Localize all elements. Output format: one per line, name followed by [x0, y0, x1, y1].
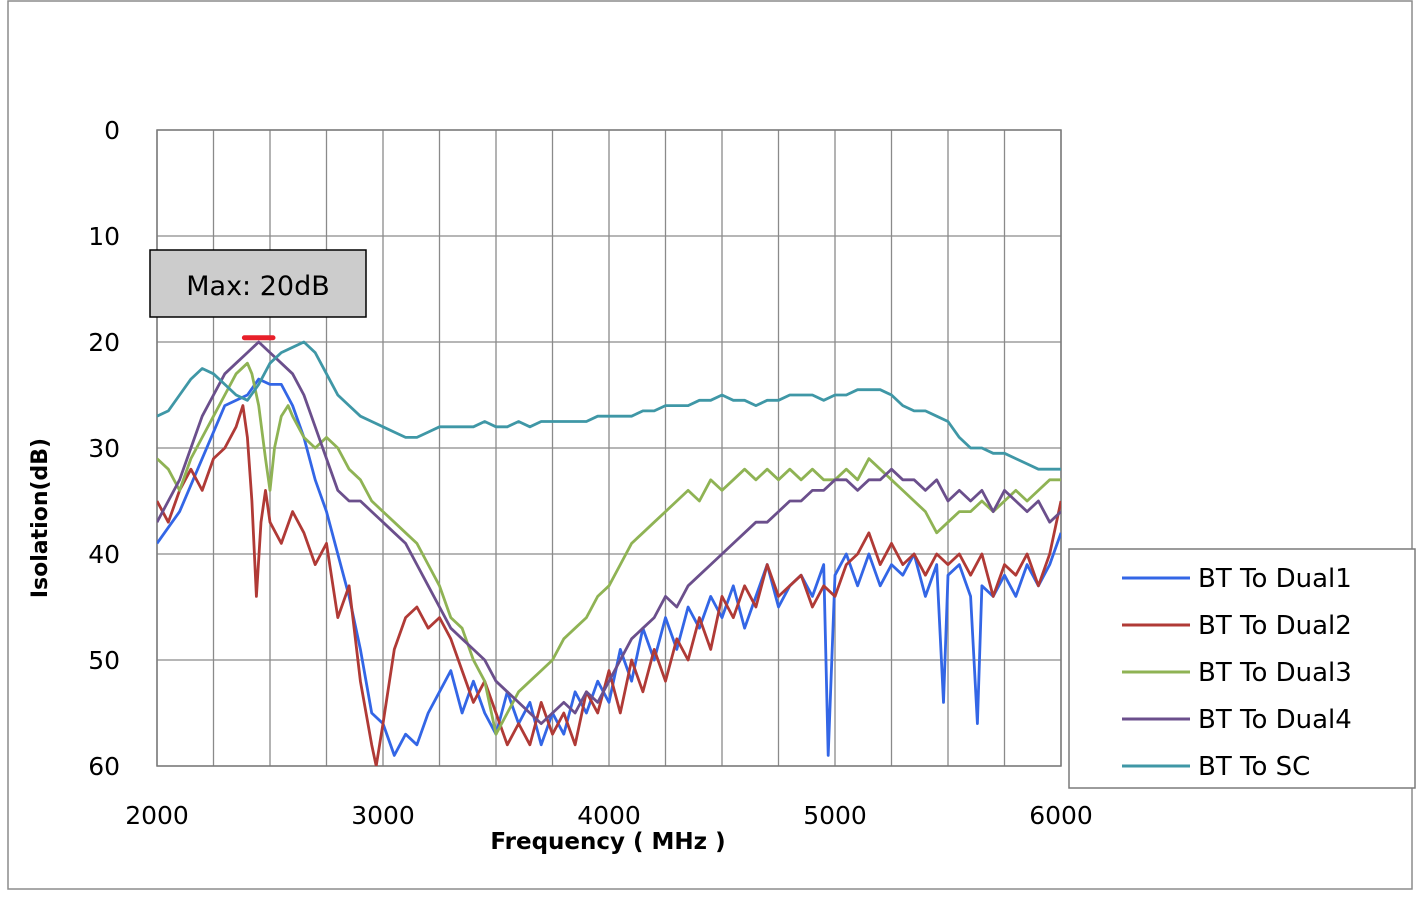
y-axis-label: Isolation(dB) [28, 438, 53, 598]
legend-label: BT To Dual2 [1198, 611, 1352, 641]
series-line-bt-to-dual4 [157, 340, 1061, 725]
legend-label: BT To Dual1 [1198, 564, 1352, 594]
x-tick-label: 2000 [125, 801, 189, 830]
y-tick-label: 30 [88, 434, 120, 463]
series-line-bt-to-dual3 [157, 361, 1061, 736]
legend-label: BT To Dual4 [1198, 705, 1352, 735]
annotation-box [149, 249, 367, 318]
legend-label: BT To SC [1198, 752, 1310, 782]
x-tick-label: 4000 [577, 801, 641, 830]
y-tick-label: 0 [104, 116, 120, 145]
plot-frame [156, 129, 1062, 767]
y-tick-label: 50 [88, 646, 120, 675]
x-axis-label: Frequency ( MHz ) [490, 829, 725, 855]
y-tick-label: 20 [88, 328, 120, 357]
x-tick-label: 5000 [803, 801, 867, 830]
legend-label: BT To Dual3 [1198, 658, 1352, 688]
series-line-bt-to-sc [157, 340, 1061, 471]
y-tick-label: 40 [88, 540, 120, 569]
series-line-bt-to-dual2 [157, 404, 1061, 766]
legend-box [1068, 548, 1416, 789]
y-tick-label: 10 [88, 222, 120, 251]
annotation-label: Max: 20dB [186, 271, 330, 302]
y-tick-label: 60 [88, 752, 120, 781]
x-tick-label: 6000 [1029, 801, 1093, 830]
x-tick-label: 3000 [351, 801, 415, 830]
